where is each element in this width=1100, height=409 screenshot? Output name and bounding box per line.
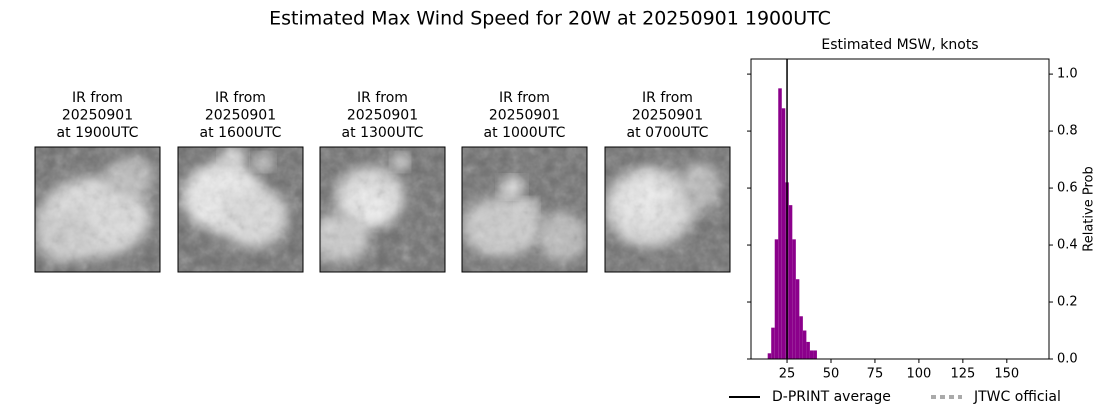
x-tick-label: 50 <box>823 367 840 382</box>
image-title: IR from <box>72 90 123 106</box>
y-tick-label: 0.0 <box>1057 352 1078 367</box>
image-title: 20250901 <box>632 108 703 124</box>
y-tick-label: 0.8 <box>1057 124 1078 139</box>
x-tick-label: 75 <box>867 367 884 382</box>
image-frame <box>319 146 446 273</box>
bar <box>788 205 793 359</box>
image-title: IR from <box>499 90 550 106</box>
image-frame <box>177 146 304 273</box>
image-title: at 1300UTC <box>342 125 424 141</box>
bar <box>781 108 786 359</box>
image-title: IR from <box>215 90 266 106</box>
image-title: at 0700UTC <box>627 125 709 141</box>
y-axis-label: Relative Prob <box>1082 166 1097 251</box>
image-title: at 1600UTC <box>200 125 282 141</box>
y-tick-label: 0.4 <box>1057 238 1078 253</box>
satellite-image <box>178 147 303 272</box>
x-tick-label: 100 <box>906 367 931 382</box>
satellite-image <box>35 147 160 272</box>
texture <box>320 147 445 272</box>
bar <box>799 316 803 359</box>
texture <box>178 147 303 272</box>
legend-label: JTWC official <box>973 389 1061 405</box>
bar <box>813 350 817 359</box>
satellite-image <box>605 147 730 272</box>
satellite-image <box>462 147 587 272</box>
texture <box>462 147 587 272</box>
bar <box>771 327 775 359</box>
image-title: IR from <box>357 90 408 106</box>
x-tick-label: 150 <box>994 367 1019 382</box>
bar <box>767 353 772 359</box>
image-frame <box>34 146 161 273</box>
chart-title: Estimated MSW, knots <box>821 37 978 53</box>
x-tick-label: 125 <box>950 367 975 382</box>
texture <box>35 147 160 272</box>
texture <box>605 147 730 272</box>
figure-title: Estimated Max Wind Speed for 20W at 2025… <box>269 8 831 30</box>
image-title: at 1000UTC <box>484 125 566 141</box>
bar <box>778 88 782 359</box>
y-tick-label: 1.0 <box>1057 67 1078 82</box>
image-frame <box>604 146 731 273</box>
bar <box>802 330 807 359</box>
y-tick-label: 0.6 <box>1057 181 1078 196</box>
image-title: at 1900UTC <box>57 125 139 141</box>
bar <box>792 239 796 359</box>
bar <box>774 239 779 359</box>
image-title: 20250901 <box>489 108 560 124</box>
bar <box>795 279 800 359</box>
image-title: 20250901 <box>205 108 276 124</box>
y-tick-label: 0.2 <box>1057 295 1078 310</box>
plot-frame <box>750 58 1050 360</box>
satellite-image <box>320 147 445 272</box>
bar <box>809 350 814 359</box>
histogram-panel: Estimated MSW, knots Relative Prob 25 50 75 1… <box>729 37 1097 405</box>
image-title: 20250901 <box>347 108 418 124</box>
legend-label: D-PRINT average <box>772 389 891 405</box>
image-frame <box>461 146 588 273</box>
image-title: IR from <box>642 90 693 106</box>
image-title: 20250901 <box>62 108 133 124</box>
x-tick-label: 25 <box>779 367 796 382</box>
bar <box>806 341 810 359</box>
